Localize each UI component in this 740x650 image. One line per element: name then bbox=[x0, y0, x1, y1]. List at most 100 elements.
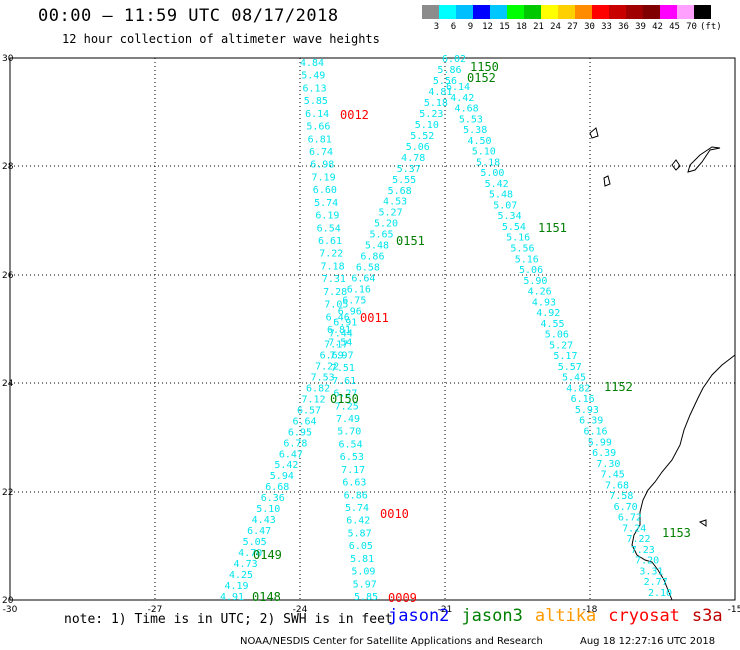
swh-value: 6.53 bbox=[340, 452, 364, 463]
swh-value: 5.18 bbox=[476, 157, 500, 168]
swh-value: 7.17 bbox=[324, 339, 348, 350]
swh-value: 5.56 bbox=[433, 76, 457, 87]
swh-value: 4.25 bbox=[229, 570, 253, 581]
x-tick-label: -18 bbox=[583, 605, 598, 615]
swh-value: 6.74 bbox=[309, 147, 333, 158]
swh-value: 7.54 bbox=[328, 338, 352, 349]
scale-swatch bbox=[439, 5, 456, 19]
swh-value: 5.42 bbox=[274, 460, 298, 471]
scale-label: (ft) bbox=[700, 22, 722, 32]
swh-value: 4.53 bbox=[383, 197, 407, 208]
scale-swatch bbox=[422, 5, 439, 19]
swh-value: 2.77 bbox=[644, 577, 668, 588]
swh-value: 6.14 bbox=[305, 109, 329, 120]
scale-swatch bbox=[473, 5, 490, 19]
swh-value: 6.02 bbox=[442, 54, 466, 65]
swh-value: 5.27 bbox=[379, 208, 403, 219]
swh-value: 7.53 bbox=[311, 372, 335, 383]
swh-value: 6.60 bbox=[313, 185, 337, 196]
swh-value: 4.42 bbox=[450, 93, 474, 104]
swh-value: 5.66 bbox=[306, 122, 330, 133]
swh-value: 5.27 bbox=[549, 340, 573, 351]
pass-label: 0012 bbox=[340, 108, 369, 122]
scale-label: 6 bbox=[450, 22, 457, 32]
swh-value: 5.94 bbox=[270, 471, 294, 482]
swh-value: 5.86 bbox=[437, 65, 461, 76]
y-tick-label: 22 bbox=[2, 488, 13, 498]
swh-value: 6.42 bbox=[346, 516, 370, 527]
scale-label: 39 bbox=[635, 22, 646, 32]
swh-value: 6.63 bbox=[342, 478, 366, 489]
swh-value: 6.64 bbox=[292, 416, 316, 427]
swh-value: 4.43 bbox=[252, 515, 276, 526]
swh-value: 5.52 bbox=[410, 131, 434, 142]
x-tick-label: -27 bbox=[148, 605, 163, 615]
pass-label: 1151 bbox=[538, 221, 567, 235]
satellite-legend-item: cryosat bbox=[608, 606, 680, 626]
swh-value: 7.22 bbox=[626, 534, 650, 545]
swh-value: 7.24 bbox=[622, 523, 646, 534]
swh-value: 5.99 bbox=[588, 437, 612, 448]
swh-value: 5.74 bbox=[314, 198, 338, 209]
swh-value: 5.05 bbox=[243, 537, 267, 548]
map-frame bbox=[9, 57, 736, 601]
swh-value: 7.61 bbox=[332, 376, 356, 387]
pass-label: 0011 bbox=[360, 311, 389, 325]
swh-value: 5.07 bbox=[493, 200, 517, 211]
scale-label: 21 bbox=[533, 22, 544, 32]
note-text: note: 1) Time is in UTC; 2) SWH is in fe… bbox=[64, 612, 393, 627]
scale-label: 18 bbox=[516, 22, 527, 32]
swh-value: 6.69 bbox=[320, 350, 344, 361]
scale-label: 27 bbox=[567, 22, 578, 32]
swh-value: 6.70 bbox=[614, 502, 638, 513]
island-outline bbox=[603, 175, 611, 187]
swh-value: 5.37 bbox=[397, 164, 421, 175]
swh-value: 4.93 bbox=[532, 297, 556, 308]
satellite-legend-item: jason3 bbox=[461, 606, 523, 626]
scale-label: 24 bbox=[550, 22, 561, 32]
swh-value: 5.16 bbox=[506, 233, 530, 244]
swh-value: 7.22 bbox=[319, 249, 343, 260]
swh-value: 5.16 bbox=[515, 254, 539, 265]
pass-label: 0152 bbox=[467, 71, 496, 85]
swh-value: 5.48 bbox=[489, 190, 513, 201]
swh-value: 6.46 bbox=[326, 312, 350, 323]
satellite-legend: jason2 jason3 altika cryosat s3a bbox=[388, 606, 735, 626]
swh-value: 5.90 bbox=[523, 276, 547, 287]
swh-value: 6.98 bbox=[310, 160, 334, 171]
y-tick-label: 24 bbox=[2, 379, 14, 389]
scale-swatch bbox=[592, 5, 609, 19]
island-outline bbox=[589, 127, 599, 139]
scale-label: 45 bbox=[669, 22, 680, 32]
swh-value: 4.73 bbox=[234, 559, 258, 570]
swh-value: 5.97 bbox=[353, 579, 377, 590]
swh-value: 7.20 bbox=[635, 556, 659, 567]
swh-value: 5.10 bbox=[256, 504, 280, 515]
swh-value: 5.09 bbox=[351, 567, 375, 578]
swh-value: 7.30 bbox=[596, 459, 620, 470]
swh-value: 5.85 bbox=[354, 592, 378, 603]
scale-label: 9 bbox=[467, 22, 474, 32]
swh-value: 7.17 bbox=[341, 465, 365, 476]
swh-value: 5.00 bbox=[480, 168, 504, 179]
swh-value: 6.82 bbox=[306, 383, 330, 394]
swh-value: 4.82 bbox=[566, 383, 590, 394]
swh-value: 5.10 bbox=[415, 120, 439, 131]
swh-value: 5.65 bbox=[369, 230, 393, 241]
swh-value: 6.16 bbox=[347, 285, 371, 296]
swh-value: 6.81 bbox=[308, 134, 332, 145]
swh-value: 5.06 bbox=[519, 265, 543, 276]
swh-value: 7.28 bbox=[323, 287, 347, 298]
y-tick-label: 28 bbox=[2, 162, 14, 172]
swh-value: 6.75 bbox=[342, 296, 366, 307]
swh-value: 5.18 bbox=[424, 98, 448, 109]
swh-value: 6.72 bbox=[618, 513, 642, 524]
swh-value: 5.06 bbox=[545, 330, 569, 341]
scale-swatch bbox=[677, 5, 694, 19]
swh-value: 7.97 bbox=[330, 350, 354, 361]
swh-value: 5.42 bbox=[485, 179, 509, 190]
scale-label: 33 bbox=[601, 22, 612, 32]
scale-label: 3 bbox=[433, 22, 440, 32]
scale-swatch bbox=[643, 5, 660, 19]
x-tick-label: -21 bbox=[438, 605, 453, 615]
